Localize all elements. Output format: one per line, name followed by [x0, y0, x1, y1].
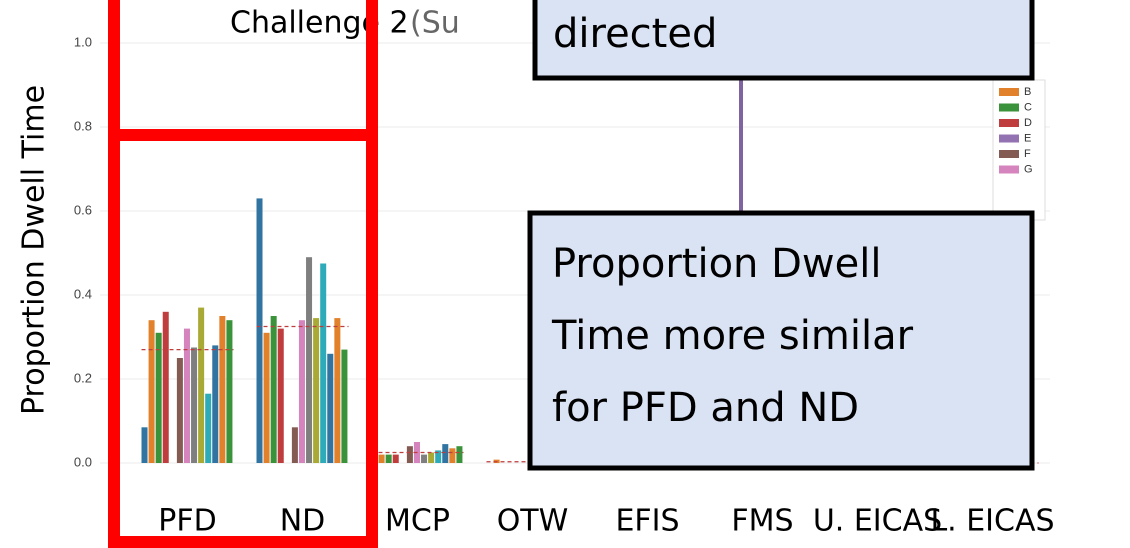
- bar: [141, 427, 148, 463]
- legend-label: C: [1024, 101, 1032, 113]
- annotation-box: [532, 0, 1035, 81]
- bar: [392, 454, 399, 463]
- y-tick-label: 0.2: [74, 370, 92, 385]
- x-tick-label: EFIS: [615, 504, 679, 539]
- y-tick-label: 0.4: [74, 286, 92, 301]
- bar: [270, 316, 277, 463]
- bar: [176, 358, 183, 463]
- bar: [191, 347, 198, 463]
- annotation-text: directed: [553, 11, 717, 57]
- bar: [421, 454, 428, 463]
- y-tick-label: 0.6: [74, 202, 92, 217]
- x-tick-label: MCP: [385, 504, 450, 539]
- bar: [277, 328, 284, 463]
- y-tick-label: 0.8: [74, 118, 92, 133]
- bar: [212, 345, 219, 463]
- bar: [334, 318, 341, 463]
- bar: [313, 318, 320, 463]
- legend-swatch: [999, 150, 1019, 158]
- bar: [256, 198, 263, 463]
- legend-swatch: [999, 119, 1019, 127]
- legend-swatch: [999, 134, 1019, 143]
- legend-swatch: [999, 88, 1019, 96]
- bar: [456, 446, 463, 463]
- highlight-frame: [108, 0, 378, 548]
- x-tick-label: U. EICAS: [813, 504, 942, 539]
- x-tick-label: ND: [280, 504, 326, 539]
- legend-label: D: [1024, 117, 1032, 129]
- bar: [327, 353, 334, 463]
- annotation-text: Proportion Dwell: [552, 241, 881, 287]
- annotation-box: [527, 210, 1035, 471]
- legend-label: G: [1024, 163, 1033, 175]
- bar: [291, 427, 298, 463]
- bar: [449, 448, 456, 463]
- x-tick-label: FMS: [731, 504, 793, 539]
- bar: [406, 446, 413, 463]
- bar: [298, 320, 305, 463]
- y-tick-label: 0.0: [74, 454, 92, 469]
- bar: [320, 263, 327, 463]
- x-tick-label: OTW: [497, 504, 569, 539]
- legend-swatch: [999, 103, 1019, 112]
- bar: [155, 332, 162, 463]
- legend-label: F: [1024, 148, 1031, 160]
- bar: [442, 444, 449, 463]
- x-tick-label: L. EICAS: [930, 504, 1054, 539]
- bar: [341, 349, 348, 463]
- legend-swatch: [999, 165, 1019, 174]
- bar: [183, 328, 190, 463]
- bar: [226, 320, 233, 463]
- bar: [148, 320, 155, 463]
- bar: [435, 450, 442, 463]
- chart-title: Challenge 2: [230, 6, 409, 41]
- bar: [162, 311, 169, 463]
- bar: [306, 257, 313, 463]
- legend-label: B: [1024, 86, 1031, 98]
- y-tick-label: 1.0: [74, 34, 92, 49]
- legend-label: E: [1024, 132, 1031, 144]
- bar: [205, 393, 212, 463]
- bar: [219, 316, 226, 463]
- y-axis-label: Proportion Dwell Time: [17, 85, 52, 415]
- bar: [378, 454, 385, 463]
- bar: [198, 307, 205, 463]
- bar: [385, 454, 392, 463]
- annotation-text: for PFD and ND: [552, 385, 859, 431]
- annotations: directed Proportion Dwell Time more simila…: [551, 11, 914, 431]
- bar: [428, 452, 435, 463]
- highlight-divider: [114, 129, 372, 141]
- annotation-text: Time more similar: [551, 313, 914, 359]
- chart-subtitle: (Su: [410, 6, 460, 41]
- x-tick-label: PFD: [158, 504, 216, 539]
- bar: [263, 332, 270, 463]
